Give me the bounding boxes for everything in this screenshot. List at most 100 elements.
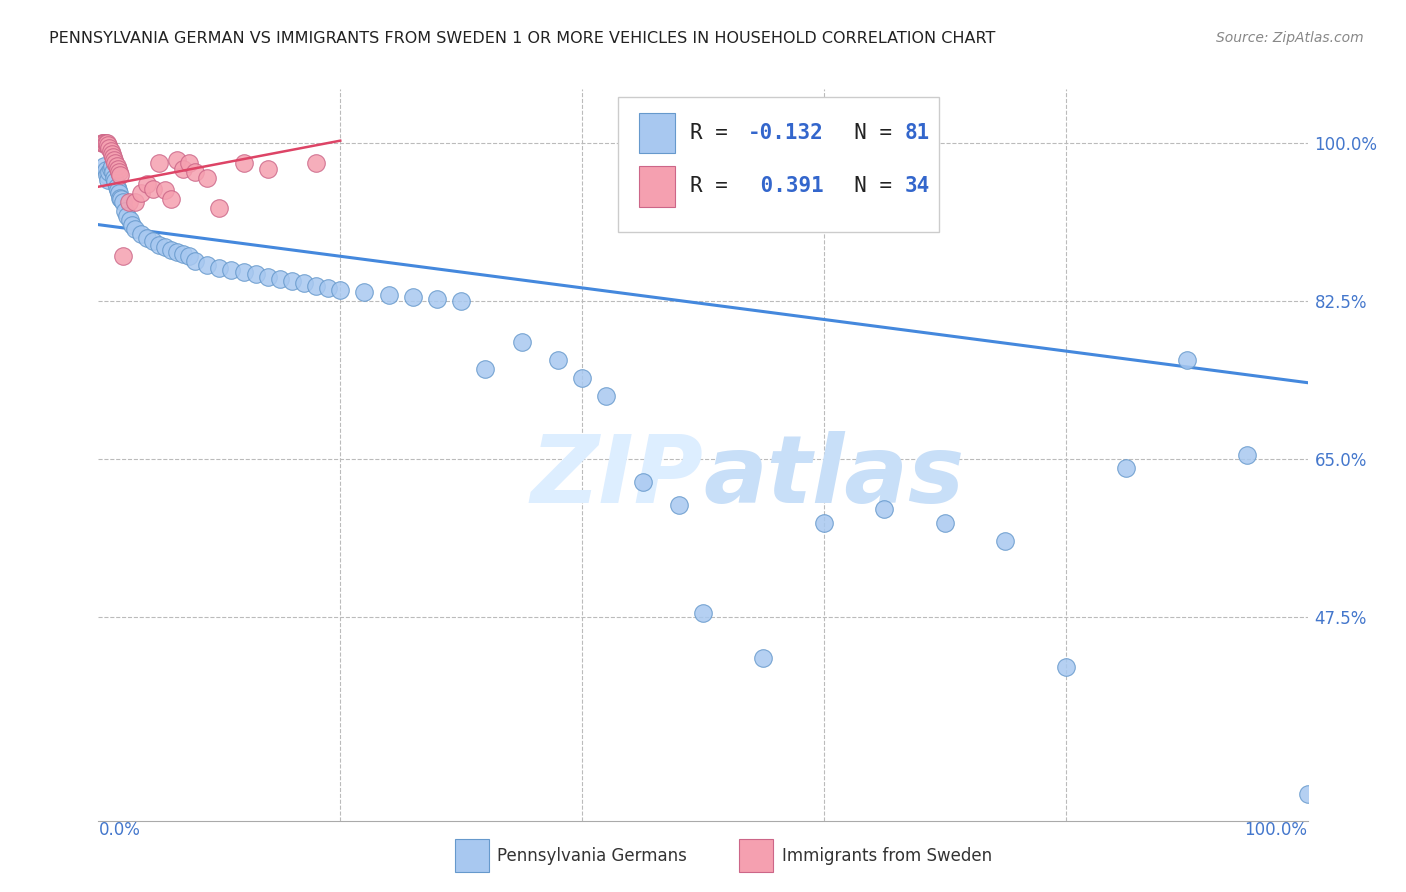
Point xyxy=(232,156,254,170)
Point xyxy=(111,195,134,210)
Point xyxy=(179,156,201,170)
Point xyxy=(105,159,128,173)
Point xyxy=(100,161,122,176)
Point xyxy=(377,288,399,302)
Text: ZIP: ZIP xyxy=(530,431,703,523)
Point xyxy=(595,389,617,403)
Point xyxy=(172,161,194,176)
Point xyxy=(160,243,183,257)
Point xyxy=(232,264,254,278)
Point xyxy=(292,277,315,291)
Point xyxy=(103,170,125,185)
Point xyxy=(103,153,125,167)
Point xyxy=(934,516,956,530)
Point xyxy=(281,274,304,288)
Point xyxy=(305,156,328,170)
Point xyxy=(994,533,1017,548)
Text: Immigrants from Sweden: Immigrants from Sweden xyxy=(782,847,991,864)
Point xyxy=(96,136,118,151)
Point xyxy=(426,292,449,306)
Point xyxy=(208,260,231,275)
Point xyxy=(195,170,218,185)
Point xyxy=(96,168,118,182)
FancyBboxPatch shape xyxy=(638,113,675,153)
Point xyxy=(172,246,194,260)
Point xyxy=(104,156,127,170)
Point xyxy=(108,168,131,182)
Point xyxy=(111,249,134,263)
Point xyxy=(571,371,593,385)
Point xyxy=(692,606,714,620)
Point xyxy=(94,136,117,151)
Point xyxy=(101,165,124,179)
Point xyxy=(98,165,121,179)
Text: 0.391: 0.391 xyxy=(748,177,824,196)
Point xyxy=(474,362,496,376)
Text: N =: N = xyxy=(828,177,904,196)
Point xyxy=(117,209,139,223)
Point xyxy=(142,234,165,248)
Point xyxy=(329,283,352,297)
Text: 100.0%: 100.0% xyxy=(1244,821,1308,838)
Point xyxy=(104,174,127,188)
Point xyxy=(1115,461,1137,475)
Point xyxy=(1175,353,1198,368)
Point xyxy=(129,227,152,241)
Point xyxy=(256,161,278,176)
Point xyxy=(97,138,120,153)
Point xyxy=(153,183,176,197)
Text: N =: N = xyxy=(828,123,904,143)
Point xyxy=(93,136,115,151)
Point xyxy=(208,202,231,216)
Point xyxy=(105,179,128,194)
Text: 81: 81 xyxy=(905,123,931,143)
Point xyxy=(184,165,207,179)
Point xyxy=(631,475,654,489)
FancyBboxPatch shape xyxy=(740,838,773,871)
Point xyxy=(305,279,328,293)
Point xyxy=(100,159,122,173)
Text: -0.132: -0.132 xyxy=(748,123,824,143)
Point xyxy=(353,285,375,300)
Point xyxy=(1296,787,1319,801)
Point xyxy=(184,253,207,268)
Point xyxy=(160,193,183,207)
Point xyxy=(450,294,472,309)
Point xyxy=(108,165,131,179)
Point xyxy=(813,516,835,530)
Point xyxy=(269,272,291,286)
Point xyxy=(94,163,117,178)
Point xyxy=(153,240,176,254)
Point xyxy=(91,136,114,151)
Point xyxy=(1236,448,1258,462)
Point xyxy=(148,237,170,252)
Point xyxy=(129,186,152,200)
Point xyxy=(93,159,115,173)
Point xyxy=(135,231,157,245)
Text: 0.0%: 0.0% xyxy=(98,821,141,838)
Text: atlas: atlas xyxy=(703,431,965,523)
Text: Pennsylvania Germans: Pennsylvania Germans xyxy=(498,847,688,864)
Point xyxy=(101,150,124,164)
Point xyxy=(108,186,131,200)
Point xyxy=(107,183,129,197)
Point xyxy=(108,190,131,204)
Text: Source: ZipAtlas.com: Source: ZipAtlas.com xyxy=(1216,31,1364,45)
FancyBboxPatch shape xyxy=(456,838,489,871)
Point xyxy=(245,268,267,282)
Point xyxy=(135,177,157,191)
Point xyxy=(256,270,278,285)
Point xyxy=(118,213,141,227)
Point xyxy=(98,141,121,155)
Point xyxy=(142,181,165,195)
Point xyxy=(179,249,201,263)
Point xyxy=(107,161,129,176)
Point xyxy=(121,218,143,232)
FancyBboxPatch shape xyxy=(619,96,939,232)
Text: PENNSYLVANIA GERMAN VS IMMIGRANTS FROM SWEDEN 1 OR MORE VEHICLES IN HOUSEHOLD CO: PENNSYLVANIA GERMAN VS IMMIGRANTS FROM S… xyxy=(49,31,995,46)
Point xyxy=(97,172,120,186)
Point xyxy=(166,244,188,259)
Point xyxy=(166,153,188,167)
Point xyxy=(114,204,136,219)
Point xyxy=(873,502,896,516)
